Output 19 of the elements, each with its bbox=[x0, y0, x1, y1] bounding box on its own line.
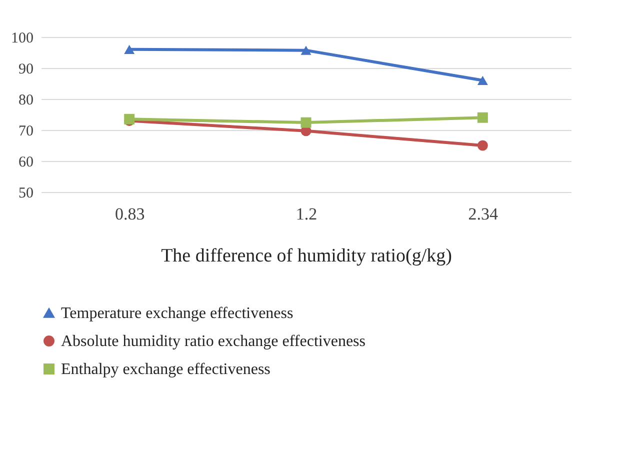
x-tick-label: 1.2 bbox=[296, 204, 318, 224]
point bbox=[300, 46, 312, 55]
point bbox=[124, 44, 135, 54]
y-tick-label: 50 bbox=[18, 186, 34, 202]
legend-label: Temperature exchange effectiveness bbox=[61, 305, 294, 322]
x-tick-label: 0.83 bbox=[114, 204, 145, 224]
y-tick-label: 100 bbox=[11, 30, 34, 46]
point bbox=[300, 117, 312, 128]
y-tick-label: 60 bbox=[18, 154, 34, 170]
y-tick-label: 80 bbox=[18, 92, 34, 108]
point bbox=[477, 76, 488, 85]
point bbox=[477, 112, 488, 123]
y-tick-label: 70 bbox=[18, 124, 34, 140]
x-tick-label: 2.34 bbox=[468, 204, 499, 224]
legend-label: Enthalpy exchange effectiveness bbox=[61, 361, 270, 378]
x-axis-title: The difference of humidity ratio(g/kg) bbox=[161, 246, 452, 266]
point bbox=[477, 140, 488, 151]
y-tick-label: 90 bbox=[18, 62, 34, 78]
legend-label: Absolute humidity ratio exchange effectiveness bbox=[61, 333, 366, 350]
